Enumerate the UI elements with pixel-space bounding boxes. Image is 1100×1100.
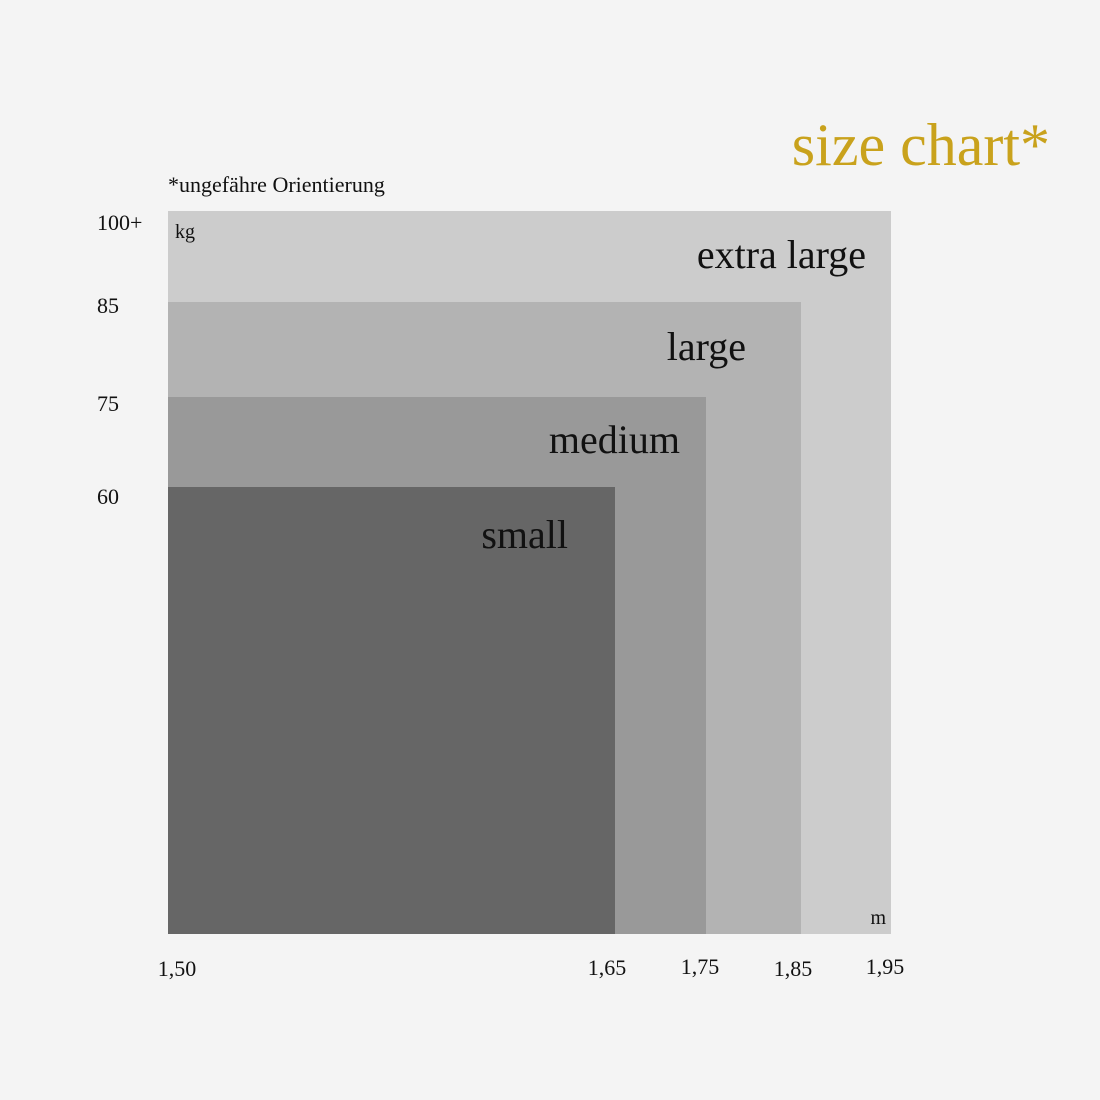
y-tick-label: 60 bbox=[97, 484, 119, 509]
y-tick-label: 100+ bbox=[97, 210, 142, 235]
size-label: extra large bbox=[697, 232, 866, 277]
x-tick-label: 1,50 bbox=[158, 956, 197, 981]
x-unit: m bbox=[870, 907, 886, 929]
x-tick-label: 1,85 bbox=[774, 956, 813, 981]
box-small bbox=[168, 487, 615, 934]
size-label: medium bbox=[549, 417, 680, 462]
y-tick-label: 75 bbox=[97, 391, 119, 416]
x-tick-label: 1,65 bbox=[588, 955, 627, 980]
y-tick-label: 85 bbox=[97, 293, 119, 318]
size-label: large bbox=[667, 324, 746, 369]
note: *ungefähre Orientierung bbox=[168, 172, 385, 197]
title: size chart* bbox=[792, 112, 1050, 178]
x-tick-label: 1,75 bbox=[681, 954, 720, 979]
y-unit: kg bbox=[175, 221, 195, 243]
x-tick-label: 1,95 bbox=[866, 954, 905, 979]
size-label: small bbox=[481, 512, 568, 557]
